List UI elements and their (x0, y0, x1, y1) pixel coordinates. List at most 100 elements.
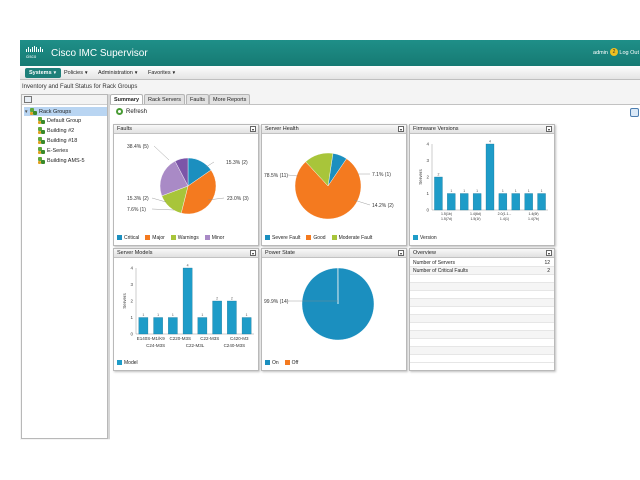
collapse-all-icon[interactable] (24, 96, 32, 103)
legend-item: Moderate Fault (331, 235, 372, 241)
menu-policies[interactable]: Policies▼ (60, 68, 92, 78)
faults-widget: Faults ▾ 15.3% (2) 38.4% (5) 15.3% (2) 23.0%… (113, 124, 259, 246)
chevron-down-icon: ▼ (52, 70, 58, 75)
main-menu: Systems▼ Policies▼ Administration▼ Favor… (20, 66, 640, 80)
slice-label: 38.4% (5) (127, 144, 149, 150)
bar-value-label: 1 (246, 313, 248, 317)
tree-item-label: Rack Groups (39, 109, 72, 115)
pie-slice (294, 158, 362, 220)
tree-item-rack-groups[interactable]: ▼ Rack Groups (24, 107, 107, 116)
page-title: Inventory and Fault Status for Rack Grou… (22, 84, 138, 90)
y-tick-label: 4 (130, 266, 133, 271)
tree-item-e-series[interactable]: E-Series (38, 147, 68, 156)
bar (182, 267, 193, 335)
cisco-logo: cisco (26, 46, 43, 59)
widget-menu-icon[interactable]: ▾ (546, 250, 552, 256)
slice-label: 14.2% (2) (372, 203, 394, 209)
widget-title: Power State (265, 250, 295, 256)
tree-item-building-18[interactable]: Building #18 (38, 137, 77, 146)
y-tick-label: 3 (426, 158, 429, 163)
legend-item: Model (117, 360, 138, 366)
legend-item: Minor (204, 235, 225, 241)
server-models-widget: Server Models ▾ 0 1 2 3 4 Servers 1 1 1 4 1 2 2 1 E140S… (113, 248, 259, 371)
power-state-widget: Power State ▾ 99.9% (14) On Off (261, 248, 407, 371)
menu-label: Administration (98, 70, 133, 76)
y-tick-label: 0 (130, 332, 133, 337)
chevron-down-icon: ▼ (133, 70, 139, 75)
bar (241, 317, 252, 335)
menu-systems[interactable]: Systems▼ (25, 68, 62, 78)
legend-item: Warnings (170, 235, 199, 241)
logout-link[interactable]: Log Out (619, 50, 639, 56)
bar (498, 193, 508, 211)
group-icon (38, 127, 45, 135)
bar (472, 193, 482, 211)
widget-menu-icon[interactable]: ▾ (250, 126, 256, 132)
y-axis-label: Servers (418, 169, 423, 185)
panel-splitter[interactable] (108, 94, 110, 439)
bar (485, 143, 495, 211)
legend-item: Severe Fault (265, 235, 300, 241)
refresh-button[interactable]: Refresh (116, 108, 147, 116)
table-row-empty (410, 339, 554, 347)
widget-menu-icon[interactable]: ▾ (546, 126, 552, 132)
server-models-chart: 0 1 2 3 4 Servers 1 1 1 4 1 2 2 1 E140S-M1/K9 C220-M3S C… (114, 258, 258, 362)
x-tick-label: 1.5(1f) (470, 217, 480, 221)
bar-value-label: 1 (142, 313, 144, 317)
widget-header: Server Models ▾ (114, 249, 258, 258)
x-tick-label: E140S-M1/K9 (137, 336, 166, 341)
widget-menu-icon[interactable]: ▾ (398, 126, 404, 132)
legend-label: Minor (211, 235, 225, 241)
chart-legend: Version (413, 235, 443, 241)
bar-value-label: 1 (157, 313, 159, 317)
widget-menu-icon[interactable]: ▾ (398, 250, 404, 256)
overview-value: 12 (544, 260, 550, 266)
notification-badge[interactable]: 2 (610, 48, 618, 56)
tree-item-label: Default Group (47, 118, 82, 124)
power-state-chart: 99.9% (14) (262, 258, 406, 362)
widget-header: Power State ▾ (262, 249, 406, 258)
pie-slice (305, 152, 334, 187)
tree-item-label: E-Series (47, 148, 69, 154)
app-header: cisco Cisco IMC Supervisor admin 2 Log O… (20, 40, 640, 66)
bar (197, 317, 208, 335)
chevron-down-icon: ▼ (171, 70, 177, 75)
widget-menu-icon[interactable]: ▾ (250, 250, 256, 256)
collapse-icon[interactable]: ▼ (24, 109, 29, 114)
firmware-chart: 0 1 2 3 4 Servers 2 1 1 1 4 1 1 1 1 1.5(1b) 1.4(6d) 2.0(1… (410, 134, 554, 238)
chart-legend: On Off (265, 360, 304, 366)
menu-favorites[interactable]: Favorites▼ (144, 68, 180, 78)
app-window: cisco Cisco IMC Supervisor admin 2 Log O… (20, 40, 640, 440)
tree-item-building-ams-5[interactable]: Building AMS-5 (38, 157, 85, 166)
user-link[interactable]: admin (593, 50, 608, 56)
tab-summary[interactable]: Summary (110, 94, 144, 104)
legend-swatch (117, 235, 122, 241)
tree-item-building-2[interactable]: Building #2 (38, 127, 74, 136)
tab-faults[interactable]: Faults (186, 94, 209, 104)
tab-more-reports[interactable]: More Reports (209, 94, 251, 104)
x-tick-label: C420-M3 (230, 336, 249, 341)
legend-label: Severe Fault (272, 235, 301, 241)
table-row-empty (410, 283, 554, 291)
legend-swatch (265, 235, 270, 241)
bar (138, 317, 149, 335)
legend-item: Off (284, 360, 298, 366)
menu-administration[interactable]: Administration▼ (94, 68, 142, 78)
tab-bar: Summary Rack Servers Faults More Reports (110, 94, 640, 104)
widget-header: Server Health ▾ (262, 125, 406, 134)
x-tick-label: 1.4(7b) (528, 217, 539, 221)
widget-title: Faults (117, 126, 132, 132)
bar-value-label: 4 (187, 264, 189, 268)
tree-item-default-group[interactable]: Default Group (38, 117, 81, 126)
customize-icon[interactable] (630, 108, 639, 117)
widget-title: Server Models (117, 250, 153, 256)
slice-label: 15.3% (2) (226, 160, 248, 166)
table-row-empty (410, 331, 554, 339)
chart-legend: Model (117, 360, 144, 366)
table-row-empty (410, 275, 554, 283)
refresh-label: Refresh (126, 109, 148, 116)
slice-label: 78.5% (11) (264, 173, 288, 179)
tab-rack-servers[interactable]: Rack Servers (144, 94, 186, 104)
pie-slice (180, 169, 217, 215)
bar-value-label: 1 (541, 189, 543, 193)
